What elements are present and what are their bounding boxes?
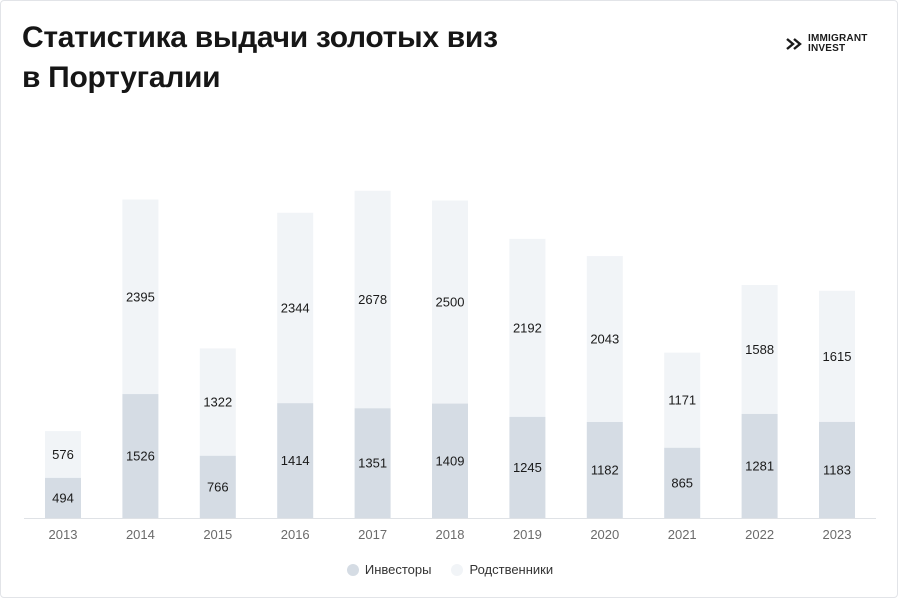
immigrant-invest-logo-mark-icon <box>786 38 802 50</box>
bar-investors-2021 <box>664 447 701 518</box>
bar-investors-2019 <box>509 416 546 518</box>
legend-swatch-relatives <box>451 563 464 576</box>
bar-relatives-2013 <box>45 431 81 478</box>
x-tick-label-2019: 2019 <box>513 527 542 542</box>
chart-title-line-2: в Португалии <box>22 61 221 94</box>
chart-legend: Инвесторы Родственники <box>0 562 900 577</box>
data-label-investors-2016: 1414 <box>281 453 310 468</box>
data-label-relatives-2021: 1171 <box>668 393 696 408</box>
brand-logo-line-1: IMMIGRANT <box>808 33 868 44</box>
data-label-investors-2019: 1245 <box>513 460 542 475</box>
bar-relatives-2016 <box>277 212 314 404</box>
brand-logo: IMMIGRANT INVEST <box>786 34 868 54</box>
x-tick-label-2021: 2021 <box>668 527 697 542</box>
data-label-investors-2021: 865 <box>671 475 693 490</box>
bar-relatives-2014 <box>122 199 159 395</box>
legend-item-relatives: Родственники <box>451 562 553 577</box>
bar-relatives-2017 <box>354 190 391 409</box>
data-label-investors-2017: 1351 <box>358 456 387 471</box>
bar-relatives-2015 <box>199 348 236 456</box>
data-label-relatives-2019: 2192 <box>513 320 542 335</box>
data-label-relatives-2022: 1588 <box>745 342 774 357</box>
x-tick-label-2016: 2016 <box>281 527 310 542</box>
bar-investors-2013 <box>45 477 81 518</box>
legend-swatch-investors <box>346 563 359 576</box>
data-label-relatives-2016: 2344 <box>281 300 310 315</box>
legend-label-relatives: Родственники <box>469 562 554 577</box>
data-label-relatives-2017: 2678 <box>358 292 387 307</box>
data-label-relatives-2018: 2500 <box>436 295 465 310</box>
data-label-relatives-2014: 2395 <box>126 289 155 304</box>
chart-title-line-1: Статистика выдачи золотых виз <box>22 21 498 54</box>
data-label-relatives-2015: 1322 <box>203 395 232 410</box>
x-tick-label-2017: 2017 <box>358 527 387 542</box>
data-label-relatives-2023: 1615 <box>823 349 852 364</box>
x-tick-label-2020: 2020 <box>590 527 619 542</box>
data-label-investors-2023: 1183 <box>823 462 851 477</box>
brand-logo-line-2: INVEST <box>808 43 846 54</box>
bar-investors-2016 <box>277 403 314 518</box>
chart-title: Статистика выдачи золотых виз в Португал… <box>22 18 582 98</box>
x-tick-label-2022: 2022 <box>745 527 774 542</box>
x-tick-label-2013: 2013 <box>49 527 78 542</box>
legend-item-investors: Инвесторы <box>346 562 432 577</box>
data-label-relatives-2013: 576 <box>52 447 74 462</box>
x-tick-label-2014: 2014 <box>126 527 155 542</box>
bar-relatives-2020 <box>586 256 623 422</box>
bar-investors-2020 <box>586 421 623 518</box>
bar-investors-2023 <box>819 421 855 518</box>
bar-relatives-2018 <box>432 200 468 404</box>
x-tick-label-2015: 2015 <box>203 527 232 542</box>
bar-relatives-2019 <box>509 238 546 417</box>
bar-relatives-2022 <box>741 284 778 414</box>
data-label-investors-2014: 1526 <box>126 449 155 464</box>
stacked-bar-chart: 494 576 2013 1526 2395 2014 766 1322 2015 1414 234… <box>24 190 876 542</box>
bar-relatives-2023 <box>819 290 855 422</box>
data-label-investors-2020: 1182 <box>591 462 619 477</box>
bar-investors-2014 <box>122 394 159 518</box>
bar-investors-2017 <box>354 408 391 518</box>
bar-investors-2018 <box>432 403 468 518</box>
data-label-investors-2013: 494 <box>52 490 74 505</box>
data-label-investors-2015: 766 <box>207 479 229 494</box>
data-label-relatives-2020: 2043 <box>590 332 619 347</box>
data-label-investors-2022: 1281 <box>745 458 774 473</box>
brand-logo-text: IMMIGRANT INVEST <box>808 34 868 54</box>
bar-investors-2022 <box>741 413 778 518</box>
bar-relatives-2021 <box>664 352 701 448</box>
x-tick-label-2023: 2023 <box>823 527 852 542</box>
bar-investors-2015 <box>199 455 236 518</box>
x-tick-label-2018: 2018 <box>436 527 465 542</box>
data-label-investors-2018: 1409 <box>436 453 465 468</box>
legend-label-investors: Инвесторы <box>364 562 432 577</box>
